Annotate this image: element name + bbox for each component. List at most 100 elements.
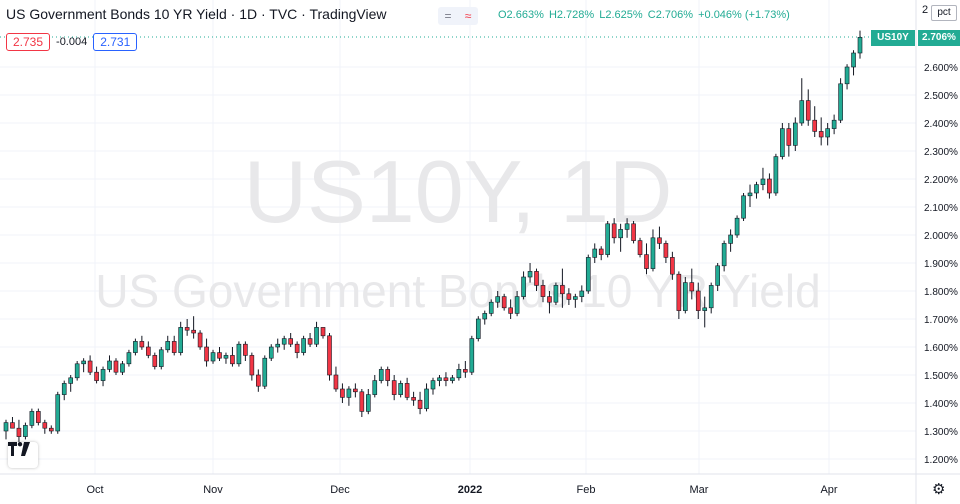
candle [805, 89, 811, 126]
candle-body-up [708, 285, 714, 309]
candle [87, 355, 93, 375]
candle-body-down [256, 374, 261, 387]
approx-icon[interactable]: ≈ [464, 9, 472, 23]
candle [152, 352, 158, 370]
candle [365, 389, 371, 415]
candle [359, 389, 365, 417]
tradingview-logo[interactable] [8, 442, 38, 468]
candle [560, 268, 565, 308]
candle-body-down [197, 332, 203, 348]
candle [637, 237, 643, 258]
candle-body-down [139, 341, 145, 348]
candle [107, 355, 112, 373]
candle-body-up [734, 217, 740, 236]
candle-body-down [294, 343, 300, 353]
candle [94, 366, 99, 384]
candle-body-down [353, 388, 358, 393]
candle-body-down [501, 296, 507, 309]
candle [708, 282, 714, 314]
equal-icon[interactable]: = [444, 9, 452, 23]
candle-body-up [262, 357, 268, 387]
candle-body-down [42, 422, 48, 429]
candle-body-up [74, 363, 80, 379]
time-axis: Oct Nov Dec 2022 Feb Mar Apr [86, 484, 837, 496]
candle-body-up [592, 248, 598, 258]
candle-body-down [385, 369, 391, 381]
candle [721, 240, 727, 272]
candle-body-down [695, 290, 701, 311]
candle [760, 167, 766, 191]
candle [611, 218, 617, 244]
candle [230, 347, 235, 367]
candle [540, 279, 546, 303]
price-axis-label: 1.300% [924, 427, 958, 438]
candle-body-up [398, 383, 403, 395]
candle [786, 123, 792, 157]
candle-body-up [495, 296, 501, 303]
candle-body-up [747, 192, 753, 197]
gear-icon[interactable]: ⚙ [932, 481, 946, 498]
candle [553, 282, 559, 305]
candle [29, 408, 35, 429]
candle [495, 291, 501, 308]
candle [844, 64, 850, 90]
candle [113, 358, 119, 375]
candle [624, 218, 630, 238]
candle-body-up [799, 100, 805, 124]
candle-body-down [184, 327, 190, 331]
candle-body-up [825, 128, 830, 138]
candle [618, 223, 623, 252]
candle-body-down [508, 307, 513, 314]
candle [197, 330, 203, 350]
buy-button[interactable]: 2.731 [93, 33, 138, 51]
candle [644, 243, 649, 275]
candle-body-down [48, 427, 54, 432]
candle-body-up [120, 363, 125, 373]
spread-value: -0.004 [56, 36, 88, 48]
candle-body-down [631, 223, 636, 241]
chart-title: US Government Bonds 10 YR Yield · 1D · T… [6, 6, 387, 22]
candle [320, 327, 326, 339]
candle [683, 277, 688, 314]
candle-body-down [87, 360, 93, 373]
candle [42, 419, 48, 434]
candle [831, 114, 837, 135]
candle-body-down [333, 374, 339, 390]
price-scale-unit-button[interactable]: pct [931, 5, 957, 21]
candle [566, 288, 572, 305]
candle-body-down [540, 285, 546, 297]
watermark-symbol: US10Y, 1D [244, 142, 673, 241]
candle-body-down [327, 335, 332, 376]
candle [773, 153, 779, 196]
compare-toggle[interactable]: = ≈ [438, 7, 478, 25]
candle [165, 335, 171, 353]
candle [508, 299, 513, 319]
price-axis-label: 1.600% [924, 343, 958, 354]
candle [514, 291, 520, 317]
candle [385, 366, 391, 387]
candle-body-up [456, 369, 462, 379]
candle-body-up [268, 346, 274, 359]
candle-body-down [288, 338, 293, 345]
candle-body-down [566, 293, 572, 300]
candle [767, 173, 772, 199]
price-axis-label: 2.100% [924, 203, 958, 214]
tv-logo-icon [8, 442, 30, 456]
candle-body-down [204, 346, 209, 362]
candle-body-up [475, 318, 481, 339]
candle-body-down [637, 240, 643, 255]
candle [268, 344, 274, 361]
candle-body-down [391, 380, 397, 395]
candle [249, 352, 255, 381]
candle [715, 263, 720, 291]
sell-button[interactable]: 2.735 [6, 33, 51, 51]
candle-body-up [585, 257, 591, 292]
candle [55, 391, 61, 434]
candle [81, 358, 86, 373]
candle [404, 377, 410, 401]
candle [417, 391, 423, 415]
candle-body-up [378, 369, 384, 381]
candle-body-up [573, 296, 578, 300]
